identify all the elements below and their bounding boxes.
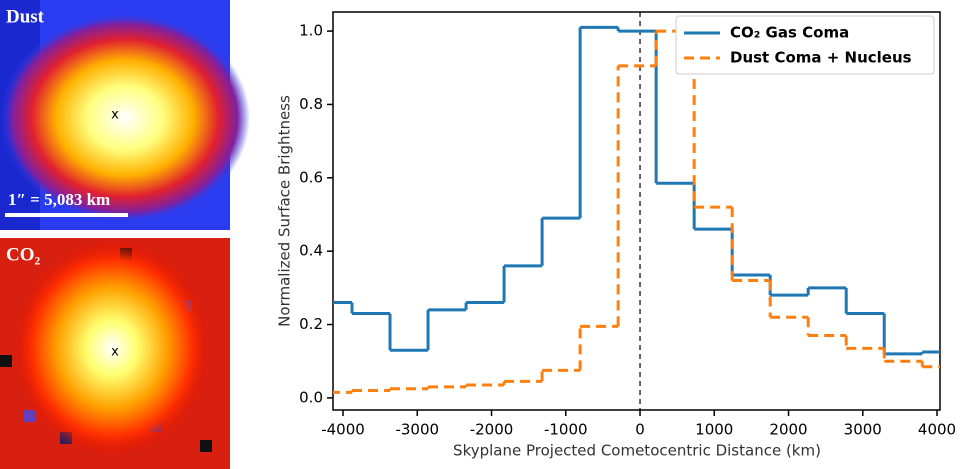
y-tick-label: 0.0 (299, 388, 323, 406)
plot-frame (332, 11, 941, 411)
y-tick-label: 0.4 (299, 242, 323, 260)
y-tick-label: 0.6 (299, 168, 323, 186)
x-axis-label: Skyplane Projected Cometocentric Distanc… (453, 442, 821, 460)
x-tick-label: 2000 (769, 421, 807, 439)
legend-label: CO₂ Gas Coma (730, 24, 849, 42)
legend-box (675, 15, 935, 75)
dust-image (0, 0, 250, 230)
x-tick-label: 0 (635, 421, 645, 439)
y-tick-label: 1.0 (299, 22, 323, 40)
x-tick-label: -3000 (395, 421, 439, 439)
x-tick-label: 3000 (844, 421, 882, 439)
panel-label: CO₂ (6, 244, 41, 265)
nucleus-marker: x (111, 345, 119, 360)
x-tick-label: -4000 (321, 421, 365, 439)
nucleus-marker: x (111, 108, 119, 123)
x-tick-label: 4000 (918, 421, 956, 439)
legend: CO₂ Gas Coma Dust Coma + Nucleus (675, 15, 935, 75)
x-tick-label: -1000 (544, 421, 588, 439)
x-tick-label: -2000 (470, 421, 514, 439)
panel-label: Dust (6, 6, 45, 27)
y-axis-label: Normalized Surface Brightness (276, 95, 294, 327)
y-tick-label: 0.2 (299, 315, 323, 333)
x-tick-label: 1000 (695, 421, 733, 439)
co2-image (0, 238, 230, 469)
legend-label: Dust Coma + Nucleus (730, 49, 912, 67)
scale-bar-label: 1″ = 5,083 km (8, 190, 110, 209)
plot-area (333, 12, 940, 410)
y-tick-label: 0.8 (299, 95, 323, 113)
